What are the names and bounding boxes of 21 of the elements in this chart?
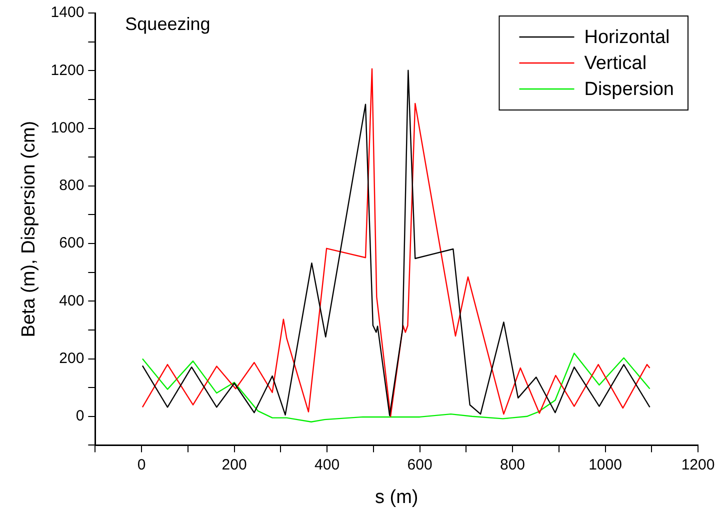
x-tick-label: 0 [137, 456, 146, 474]
y-tick-label: 0 [76, 408, 84, 425]
x-tick-label: 800 [500, 456, 526, 474]
y-tick-label: 1400 [50, 4, 84, 22]
legend-label: Horizontal [584, 27, 670, 48]
x-tick-label: 600 [407, 456, 432, 474]
x-axis-title: s (m) [374, 486, 418, 508]
annotation: Squeezing [125, 14, 210, 34]
x-tick-label: 1000 [588, 456, 622, 474]
y-tick-label: 1200 [50, 62, 84, 79]
y-tick-label: 200 [59, 350, 84, 367]
y-tick-label: 1000 [50, 119, 84, 136]
y-tick-label: 600 [59, 234, 84, 252]
x-tick-label: 400 [314, 456, 340, 474]
legend-label: Dispersion [584, 79, 674, 100]
y-tick-label: 800 [59, 177, 84, 194]
y-tick-label: 400 [59, 292, 84, 310]
legend-label: Vertical [584, 53, 647, 74]
x-tick-label: 200 [222, 456, 247, 474]
x-tick-label: 1200 [681, 456, 715, 474]
y-axis-title: Beta (m), Dispersion (cm) [18, 120, 40, 338]
